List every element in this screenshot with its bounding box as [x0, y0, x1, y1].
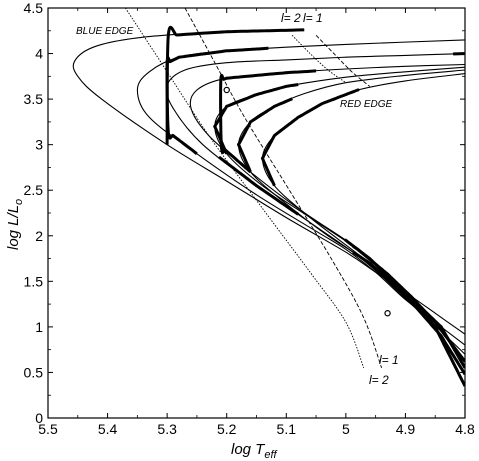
- y-tick-label: 0.5: [24, 364, 44, 380]
- l1-blue-edge-label: l= 1: [379, 353, 399, 367]
- l2-blue-edge-label: l= 2: [369, 373, 389, 387]
- y-tick-label: 2.5: [24, 182, 44, 198]
- x-tick-label: 4.8: [455, 421, 475, 437]
- x-tick-label: 5.5: [38, 421, 58, 437]
- unstable-segment-1-1: [165, 25, 305, 145]
- unstable-segment-5-2: [352, 245, 465, 363]
- strip-red-3: [315, 34, 370, 87]
- y-tick-label: 1: [35, 319, 43, 335]
- instability-strip-lines: [125, 8, 383, 369]
- model-marker-1: [223, 86, 230, 94]
- strip-blue-1: [184, 8, 383, 369]
- unstable-segment-3-2: [218, 155, 300, 216]
- unstable-segment-7-1: [260, 88, 360, 187]
- y-tick-label: 4: [35, 46, 43, 62]
- unstable-segment-2-1: [165, 46, 269, 155]
- x-tick-label: 5.4: [98, 421, 118, 437]
- unstable-segment-4-1: [219, 69, 317, 174]
- x-tick-label: 5.3: [157, 421, 177, 437]
- x-axis-title: log Teff: [231, 441, 278, 461]
- l1-red-edge-label: l= 1: [303, 11, 323, 25]
- unstable-segment-7-2: [375, 267, 465, 387]
- y-tick-label: 0: [35, 410, 43, 426]
- y-tick-label: 2: [35, 228, 43, 244]
- axis-tick-labels: 5.5 5.4 5.3 5.2 5.1 5 4.9 4.8 0 0.5 1 1.5 2 2.5 3 3.5 4 4…: [24, 0, 475, 437]
- x-tick-label: 5.2: [217, 421, 237, 437]
- blue-edge-annotation: BLUE EDGE: [76, 26, 134, 37]
- x-tick-label: 5.1: [277, 421, 297, 437]
- evolutionary-tracks: [72, 29, 465, 387]
- track-6: [238, 69, 465, 375]
- plot-frame: [47, 7, 466, 419]
- y-tick-label: 3: [35, 137, 43, 153]
- y-tick-label: 1.5: [24, 273, 44, 289]
- unstable-segment-5-1: [213, 83, 299, 155]
- y-tick-label: 4.5: [24, 0, 44, 16]
- unstable-segments: [165, 25, 465, 387]
- strip-blue-2: [125, 8, 365, 369]
- red-edge-annotation: RED EDGE: [340, 99, 393, 110]
- l2-red-edge-label: l= 2: [281, 11, 301, 25]
- axis-ticks: [47, 7, 466, 419]
- model-markers: [223, 86, 391, 317]
- x-tick-label: 4.9: [396, 421, 416, 437]
- model-marker-2: [384, 310, 391, 317]
- y-tick-label: 3.5: [24, 91, 44, 107]
- unstable-segment-6-1: [236, 97, 293, 173]
- x-tick-label: 5: [342, 421, 350, 437]
- track-4: [189, 63, 465, 369]
- y-axis-title: log L/Lo: [5, 199, 25, 250]
